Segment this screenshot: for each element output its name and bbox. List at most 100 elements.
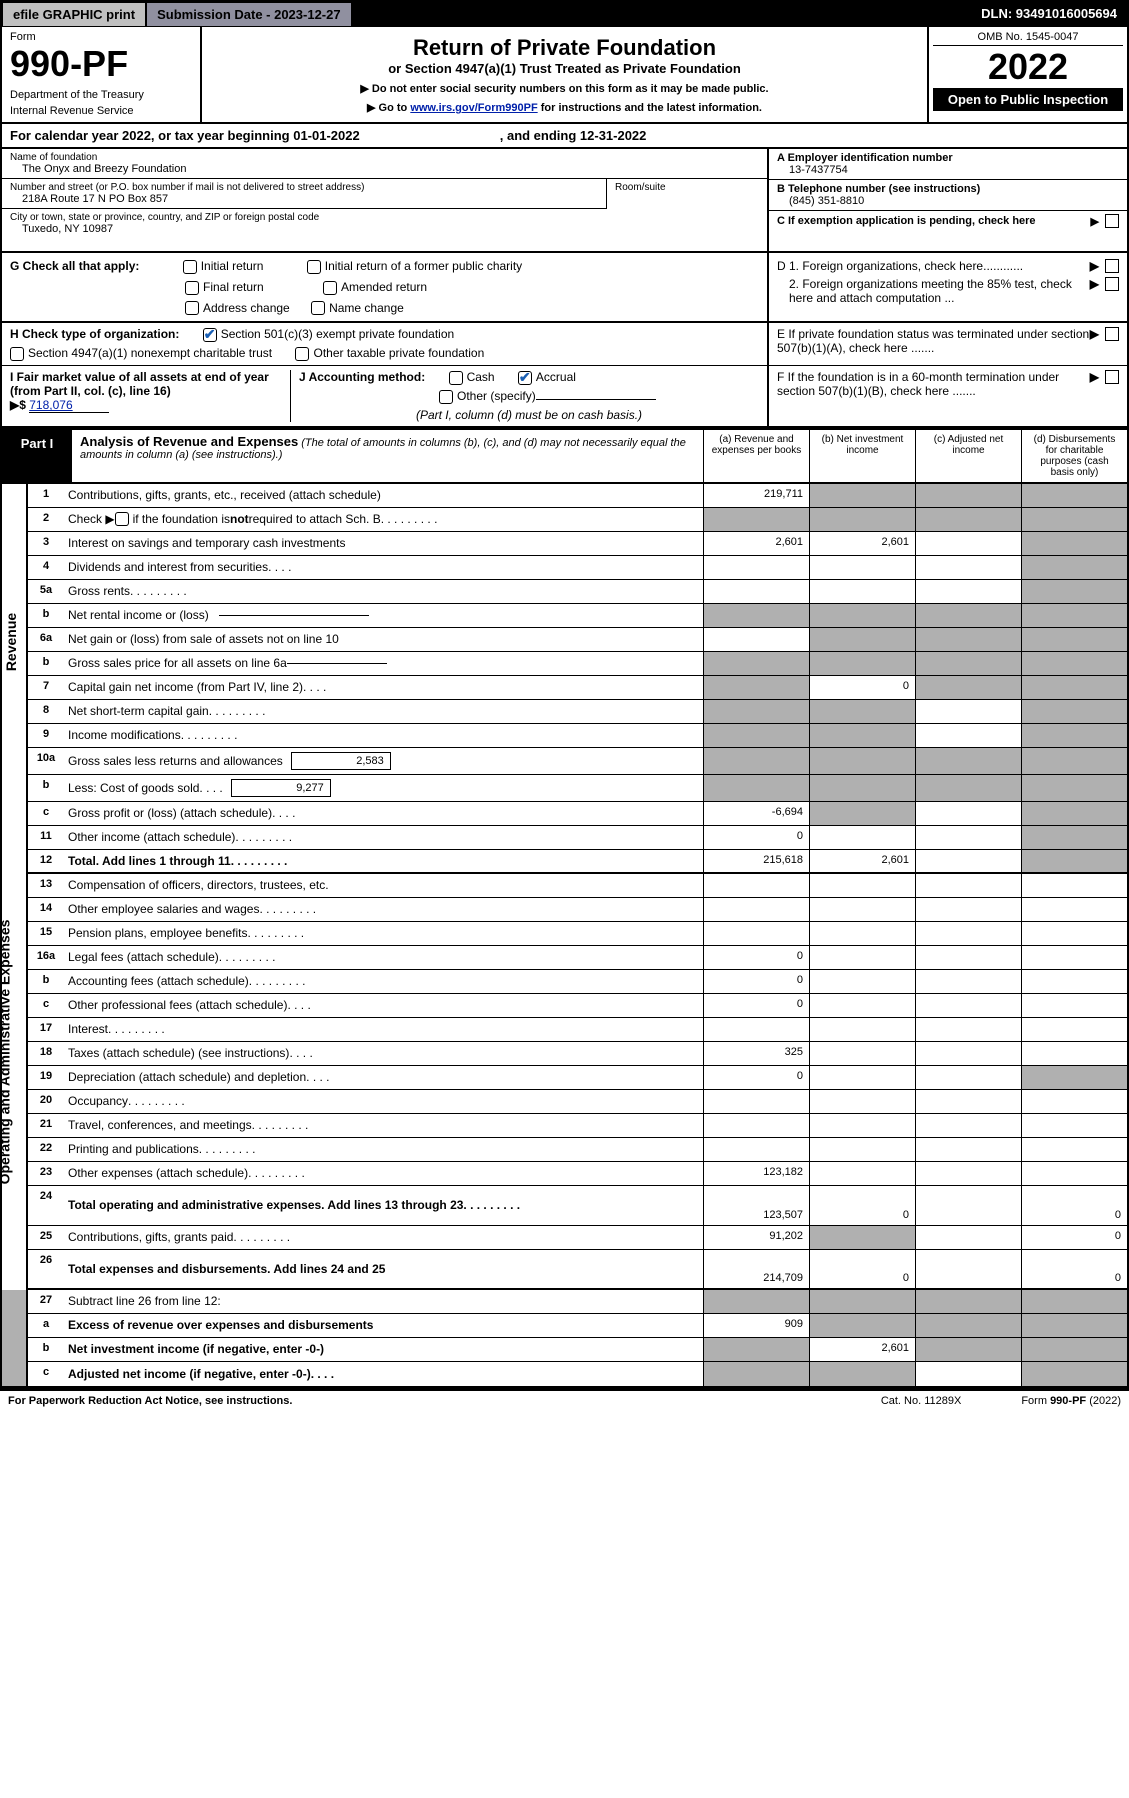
page-footer: For Paperwork Reduction Act Notice, see … <box>0 1390 1129 1411</box>
ein-label: A Employer identification number <box>777 152 1119 164</box>
header-left: Form 990-PF Department of the Treasury I… <box>2 27 202 122</box>
row-6a: Net gain or (loss) from sale of assets n… <box>64 628 703 651</box>
row-18: Taxes (attach schedule) (see instruction… <box>64 1042 703 1065</box>
cal-year-begin: For calendar year 2022, or tax year begi… <box>10 128 360 143</box>
topbar: efile GRAPHIC print Submission Date - 20… <box>2 2 1127 27</box>
g1-checkbox[interactable] <box>183 260 197 274</box>
submission-date: Submission Date - 2023-12-27 <box>146 2 352 27</box>
efile-print-button[interactable]: efile GRAPHIC print <box>2 2 146 27</box>
expense-label: Operating and Administrative Expenses <box>0 919 12 1184</box>
i-label: I Fair market value of all assets at end… <box>10 370 269 398</box>
row-16a: Legal fees (attach schedule) . . . . . .… <box>64 946 703 969</box>
room-cell: Room/suite <box>607 179 767 209</box>
paperwork-notice: For Paperwork Reduction Act Notice, see … <box>8 1395 292 1407</box>
g6-checkbox[interactable] <box>311 301 325 315</box>
cal-year-end: , and ending 12-31-2022 <box>500 128 647 143</box>
d1-checkbox[interactable] <box>1105 259 1119 273</box>
g-label: G Check all that apply: <box>10 259 139 273</box>
h1-checkbox[interactable] <box>203 328 217 342</box>
calendar-year-row: For calendar year 2022, or tax year begi… <box>2 124 1127 149</box>
h-label: H Check type of organization: <box>10 327 179 341</box>
irs-label: Internal Revenue Service <box>10 105 192 117</box>
h2-checkbox[interactable] <box>10 347 24 361</box>
row-27c: Adjusted net income (if negative, enter … <box>64 1362 703 1386</box>
g-left: G Check all that apply: Initial return I… <box>2 253 767 321</box>
part1-desc: Analysis of Revenue and Expenses (The to… <box>72 430 703 482</box>
row-16c: Other professional fees (attach schedule… <box>64 994 703 1017</box>
irs-link[interactable]: www.irs.gov/Form990PF <box>410 102 537 114</box>
g3-checkbox[interactable] <box>185 281 199 295</box>
row-21: Travel, conferences, and meetings . . . … <box>64 1114 703 1137</box>
f-section: F If the foundation is in a 60-month ter… <box>767 366 1127 426</box>
summary-rows: 27Subtract line 26 from line 12: aExcess… <box>28 1290 1127 1386</box>
form-label: Form <box>10 31 192 43</box>
row-10c: Gross profit or (loss) (attach schedule)… <box>64 802 703 825</box>
e-section: E If private foundation status was termi… <box>767 323 1127 365</box>
city-state-zip: Tuxedo, NY 10987 <box>10 223 759 235</box>
j-other-checkbox[interactable] <box>439 390 453 404</box>
row-14: Other employee salaries and wages . . . … <box>64 898 703 921</box>
fmv-value[interactable]: 718,076 <box>29 398 109 413</box>
revenue-label: Revenue <box>3 613 19 671</box>
row-13: Compensation of officers, directors, tru… <box>64 874 703 897</box>
h-left: H Check type of organization: Section 50… <box>2 323 767 365</box>
form-container: efile GRAPHIC print Submission Date - 20… <box>0 0 1129 1390</box>
j-note: (Part I, column (d) must be on cash basi… <box>299 408 759 422</box>
row-23: Other expenses (attach schedule) . . . .… <box>64 1162 703 1185</box>
g-section: G Check all that apply: Initial return I… <box>2 253 1127 323</box>
ein-value: 13-7437754 <box>777 164 1119 176</box>
omb-number: OMB No. 1545-0047 <box>933 31 1123 46</box>
row-25: Contributions, gifts, grants paid . . . … <box>64 1226 703 1249</box>
f-checkbox[interactable] <box>1105 370 1119 384</box>
row-15: Pension plans, employee benefits . . . .… <box>64 922 703 945</box>
j-cash-checkbox[interactable] <box>449 371 463 385</box>
d2-checkbox[interactable] <box>1105 277 1119 291</box>
foundation-info: Name of foundation The Onyx and Breezy F… <box>2 149 1127 253</box>
h3-checkbox[interactable] <box>295 347 309 361</box>
row-16b: Accounting fees (attach schedule) . . . … <box>64 970 703 993</box>
revenue-rows: 1Contributions, gifts, grants, etc., rec… <box>28 484 1127 874</box>
ij-left: I Fair market value of all assets at end… <box>2 366 767 426</box>
g2-checkbox[interactable] <box>307 260 321 274</box>
row-8: Net short-term capital gain . . . . . . … <box>64 700 703 723</box>
expense-side: Operating and Administrative Expenses <box>2 874 28 1290</box>
row-1: Contributions, gifts, grants, etc., rece… <box>64 484 703 507</box>
row-20: Occupancy . . . . . . . . . <box>64 1090 703 1113</box>
row-5b: Net rental income or (loss) <box>64 604 703 627</box>
row-9: Income modifications . . . . . . . . . <box>64 724 703 747</box>
row-2: Check ▶ if the foundation is not require… <box>64 508 703 531</box>
cat-no: Cat. No. 11289X <box>881 1395 962 1407</box>
arrow-icon: ▶ <box>1091 215 1099 228</box>
open-inspection: Open to Public Inspection <box>933 88 1123 111</box>
row-5a: Gross rents . . . . . . . . . <box>64 580 703 603</box>
note-link: ▶ Go to www.irs.gov/Form990PF for instru… <box>210 101 919 114</box>
row-24: Total operating and administrative expen… <box>64 1186 703 1225</box>
j-accrual-checkbox[interactable] <box>518 371 532 385</box>
dept-treasury: Department of the Treasury <box>10 89 192 101</box>
street-address: 218A Route 17 N PO Box 857 <box>10 193 598 205</box>
row-3: Interest on savings and temporary cash i… <box>64 532 703 555</box>
city-cell: City or town, state or province, country… <box>2 209 767 251</box>
form-number: 990-PF <box>10 43 192 85</box>
ij-section: I Fair market value of all assets at end… <box>2 366 1127 428</box>
dln-label: DLN: 93491016005694 <box>971 2 1127 27</box>
g4-checkbox[interactable] <box>323 281 337 295</box>
schb-checkbox[interactable] <box>115 512 129 526</box>
header-right: OMB No. 1545-0047 2022 Open to Public In… <box>927 27 1127 122</box>
revenue-table: Revenue 1Contributions, gifts, grants, e… <box>2 484 1127 874</box>
info-left: Name of foundation The Onyx and Breezy F… <box>2 149 767 251</box>
addr-label: Number and street (or P.O. box number if… <box>10 182 598 193</box>
row-7: Capital gain net income (from Part IV, l… <box>64 676 703 699</box>
city-label: City or town, state or province, country… <box>10 212 759 223</box>
e-checkbox[interactable] <box>1105 327 1119 341</box>
c-checkbox[interactable] <box>1105 214 1119 228</box>
row-10a: Gross sales less returns and allowances2… <box>64 748 703 774</box>
name-label: Name of foundation <box>10 152 759 163</box>
g5-checkbox[interactable] <box>185 301 199 315</box>
revenue-side: Revenue <box>2 484 28 874</box>
row-4: Dividends and interest from securities .… <box>64 556 703 579</box>
form-ref: Form 990-PF (2022) <box>1021 1395 1121 1407</box>
part1-label: Part I <box>2 430 72 482</box>
row-11: Other income (attach schedule) . . . . .… <box>64 826 703 849</box>
room-label: Room/suite <box>615 182 759 193</box>
